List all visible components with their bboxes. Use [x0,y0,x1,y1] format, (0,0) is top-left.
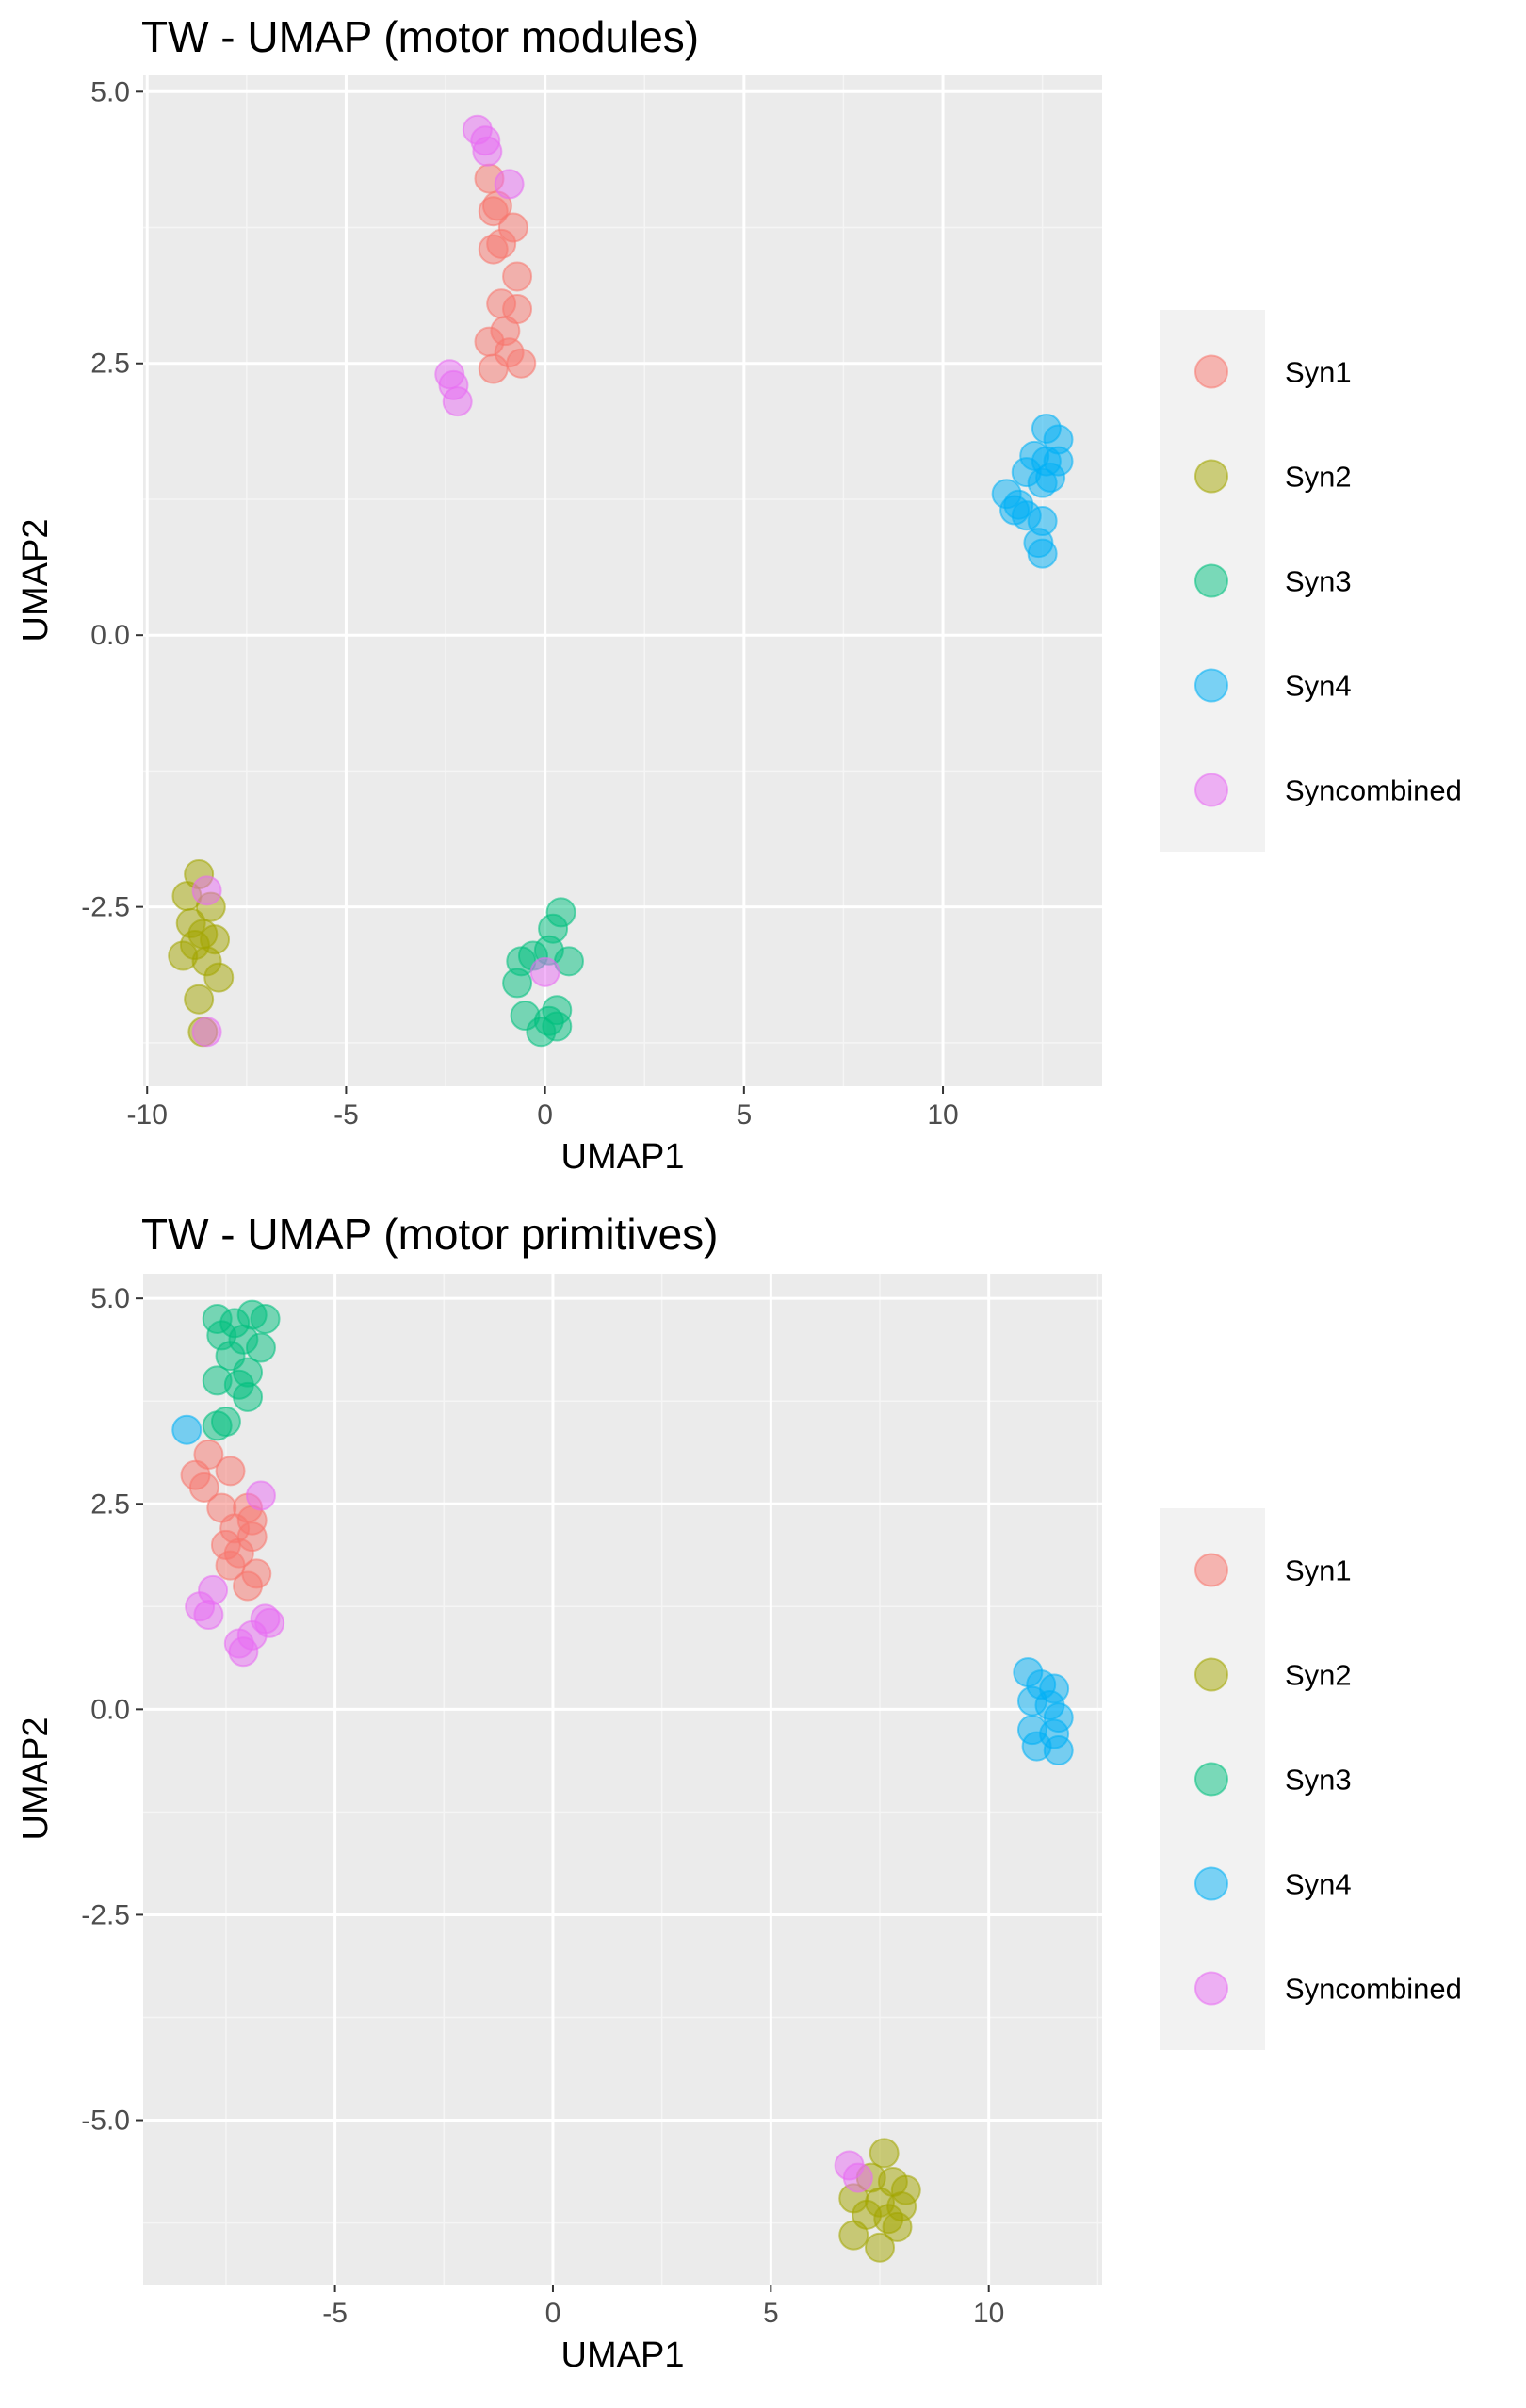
y-tick-label: -2.5 [81,1899,130,1930]
legend-key-syn4 [1194,1866,1228,1901]
grid-lines [143,75,1102,1086]
legend-key-syn4 [1194,668,1228,703]
point-syn1 [478,234,509,265]
y-axis-title: UMAP2 [16,1717,56,1841]
point-syncombined [193,1600,224,1631]
point-syn2 [882,2211,913,2242]
point-syncombined [191,1017,222,1048]
y-tick-label: -5.0 [81,2106,130,2137]
x-tick-label: -10 [127,1099,168,1131]
point-syn3 [245,1332,276,1363]
x-axis-title: UMAP1 [561,1137,685,1177]
point-syn4 [171,1414,203,1445]
point-syncombined [472,136,503,167]
x-tick-label: 0 [545,2298,561,2329]
point-syn1 [215,1456,246,1487]
point-syn3 [502,968,533,999]
point-syn2 [184,984,215,1015]
point-syncombined [228,1636,259,1668]
legend-key-syncombined [1194,773,1228,807]
legend: Syn1 Syn2 Syn3 Syn4 Syncombined [1160,310,1462,852]
point-syn3 [233,1381,264,1412]
y-tick-label: 2.5 [90,349,130,380]
point-syn2 [203,962,235,993]
point-syn3 [250,1303,281,1334]
point-syncombined [245,1480,276,1511]
grid-lines [143,1274,1102,2285]
point-syn2 [865,2232,896,2263]
x-tick-label: 5 [763,2298,779,2329]
point-syn1 [233,1570,264,1602]
y-tick-label: -2.5 [81,892,130,923]
point-syn4 [1027,467,1058,498]
legend-key-syn3 [1194,1762,1228,1797]
point-syncombined [529,956,560,987]
legend-key-syn1 [1194,354,1228,389]
legend-label: Syn2 [1285,1659,1352,1692]
point-syn1 [478,353,509,384]
legend-key-syn2 [1194,1657,1228,1692]
data-points [168,114,1074,1048]
x-tick-label: 10 [927,1099,958,1131]
point-syncombined [442,386,473,417]
x-tick-label: 10 [973,2298,1004,2329]
y-tick-label: 2.5 [90,1489,130,1520]
legend-label: Syn1 [1285,1554,1352,1587]
x-tick-label: 5 [736,1099,752,1131]
point-syn2 [838,2220,869,2251]
axes: -5 0 5 10 5.0 2.5 0.0 -2.5 -5.0 [81,1283,1004,2329]
point-syncombined [842,2162,873,2193]
point-syn1 [478,196,509,227]
chart-title: TW - UMAP (motor primitives) [141,1210,719,1259]
x-tick-label: -5 [322,2298,348,2329]
point-syn1 [188,1472,219,1503]
point-syn3 [202,1410,233,1441]
x-tick-label: -5 [333,1099,359,1131]
axes: -10 -5 0 5 10 5.0 2.5 0.0 -2.5 [81,76,958,1131]
chart-title: TW - UMAP (motor modules) [141,12,699,61]
legend-label: Syn2 [1285,461,1352,494]
plot-panel [143,1274,1102,2285]
x-axis-title: UMAP1 [561,2335,685,2375]
legend-key-syn1 [1194,1553,1228,1587]
legend: Syn1 Syn2 Syn3 Syn4 Syncombined [1160,1508,1462,2050]
point-syncombined [494,169,525,200]
legend-key-syn3 [1194,563,1228,598]
y-tick-label: 0.0 [90,1694,130,1725]
y-axis-title: UMAP2 [16,519,56,643]
umap-motor-modules-chart: TW - UMAP (motor modules) -10 -5 0 5 10 5.0 2.… [16,12,1462,1177]
point-syncombined [191,875,222,906]
legend-label: Syn3 [1285,565,1352,598]
legend-key-syn2 [1194,459,1228,494]
y-tick-label: 5.0 [90,76,130,107]
legend-label: Syncombined [1285,1973,1462,2006]
data-points [171,1299,1074,2263]
umap-motor-primitives-chart: TW - UMAP (motor primitives) -5 0 5 10 5.0 2.… [16,1210,1462,2375]
point-syn4 [1043,1734,1074,1765]
legend-label: Syn3 [1285,1764,1352,1797]
point-syn1 [502,261,533,292]
legend-label: Syn4 [1285,1868,1352,1901]
legend-label: Syn4 [1285,670,1352,703]
point-syn3 [526,1017,557,1048]
x-tick-label: 0 [537,1099,553,1131]
legend-label: Syn1 [1285,356,1352,389]
y-tick-label: 0.0 [90,620,130,651]
legend-label: Syncombined [1285,774,1462,807]
point-syn4 [1027,538,1058,569]
point-syn2 [869,2138,900,2169]
y-tick-label: 5.0 [90,1283,130,1314]
legend-key-syncombined [1194,1971,1228,2006]
point-syn1 [506,348,537,379]
